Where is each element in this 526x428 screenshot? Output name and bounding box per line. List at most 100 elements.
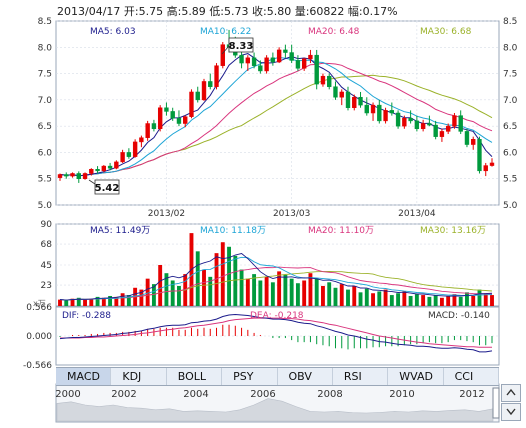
candle-body — [157, 107, 163, 130]
candle-body — [489, 162, 495, 166]
price-y-tick-left: 6.0 — [38, 148, 53, 158]
candle-body — [408, 118, 413, 122]
ma5-line — [59, 53, 493, 177]
macd-y-tick: 0.000 — [26, 332, 52, 342]
volume-bar — [89, 298, 94, 306]
candle-body — [208, 81, 213, 87]
candle-body — [377, 104, 382, 122]
candle-body — [195, 91, 200, 101]
candle-body — [308, 54, 313, 60]
tab-rsi[interactable]: RSI — [333, 368, 389, 385]
candle-body — [339, 91, 344, 98]
volume-bar — [377, 291, 382, 306]
timeline-year-label: 2012 — [459, 389, 484, 400]
volume-bar — [139, 289, 144, 306]
volume-bar — [364, 288, 369, 306]
volume-bar — [58, 299, 62, 306]
candle-body — [170, 111, 175, 119]
volume-bar — [126, 295, 131, 306]
dif-label: DIF: -0.288 — [62, 311, 111, 321]
tab-kdj[interactable]: KDJ — [111, 368, 167, 385]
price-y-tick-left: 7.0 — [38, 96, 53, 106]
candle-body — [245, 57, 251, 64]
candle-body — [471, 139, 476, 145]
price-x-axis: 2013/02 2013/03 2013/04 — [148, 209, 436, 219]
candle-body — [364, 104, 369, 114]
tab-obv[interactable]: OBV — [278, 368, 333, 385]
candlesticks — [57, 29, 495, 183]
candle-body — [114, 161, 119, 169]
tab-psy[interactable]: PSY — [222, 368, 278, 385]
volume-bar — [308, 273, 313, 306]
volume-bar — [101, 297, 106, 306]
volume-bar — [233, 255, 238, 306]
quote-date: 2013/04/17 — [57, 5, 121, 18]
volume-moving-averages — [59, 253, 493, 301]
price-y-axis-left: 8.5 8.0 7.5 7.0 6.5 6.0 5.5 5.0 — [38, 17, 53, 211]
candle-body — [320, 75, 326, 85]
price-x-label: 2013/02 — [148, 209, 185, 219]
candle-body — [120, 152, 125, 163]
candle-body — [139, 137, 144, 143]
volume-bar — [108, 295, 113, 306]
indicator-tabs: MACD KDJ BOLL PSY OBV RSI WVAD CCI — [56, 367, 499, 386]
scroll-down-button[interactable] — [501, 403, 521, 421]
candle-body — [445, 125, 451, 132]
price-y-tick-left: 8.5 — [38, 17, 52, 27]
price-y-axis-right: 8.5 8.0 7.5 7.0 6.5 6.0 5.5 5.0 — [503, 17, 518, 211]
price-y-tick-right: 8.5 — [503, 17, 517, 27]
quote-change: 幅:0.17% — [347, 5, 398, 18]
candle-body — [258, 65, 263, 72]
price-ma-legend-item: MA5: 6.03 — [90, 27, 136, 37]
tab-boll[interactable]: BOLL — [167, 368, 223, 385]
volume-bar — [427, 296, 432, 306]
price-y-tick-right: 5.0 — [503, 201, 518, 211]
tab-wvad[interactable]: WVAD — [388, 368, 444, 385]
tab-macd[interactable]: MACD — [56, 368, 112, 385]
candle-body — [57, 174, 63, 178]
candle-body — [402, 118, 407, 127]
volume-bar — [352, 285, 357, 306]
price-gridlines — [56, 20, 499, 365]
low-marker-label: 5.42 — [95, 183, 120, 194]
candle-body — [276, 49, 282, 63]
chevron-down-icon — [506, 408, 516, 416]
dea-label: DEA: -0.218 — [250, 311, 304, 321]
volume-y-tick: 23 — [41, 281, 52, 291]
candle-body — [283, 49, 288, 53]
volume-bar — [321, 285, 325, 306]
candle-body — [145, 123, 150, 138]
timeline-year-label: 2010 — [389, 389, 414, 400]
candle-body — [201, 81, 207, 101]
volume-bar — [151, 284, 156, 306]
volume-bar — [471, 295, 476, 306]
quote-header: 2013/04/17 开:5.75 高:5.89 低:5.73 收:5.80 量… — [57, 3, 398, 19]
volume-unit: x万 — [33, 299, 46, 308]
volume-bars — [58, 233, 494, 306]
volume-bar — [277, 271, 282, 306]
timeline-navigator[interactable]: 2000 2002 2004 2006 2008 2010 2012 — [55, 383, 500, 423]
candle-body — [395, 112, 401, 127]
tab-cci[interactable]: CCI — [444, 368, 499, 385]
volume-ma5-line — [59, 253, 493, 301]
candle-body — [289, 52, 294, 61]
high-marker-label: 8.33 — [229, 41, 254, 52]
quote-open: 开:5.75 — [123, 5, 164, 18]
volume-bar — [283, 275, 288, 306]
timeline-selection-handle[interactable] — [492, 387, 500, 419]
timeline-year-labels: 2000 2002 2004 2006 2008 2010 2012 — [55, 389, 484, 400]
volume-bar — [202, 269, 206, 306]
scroll-up-button[interactable] — [501, 384, 521, 402]
volume-bar — [64, 300, 69, 306]
volume-ma20-line — [59, 266, 493, 301]
volume-bar — [95, 296, 100, 306]
timeline-history-area — [56, 398, 494, 422]
volume-bar — [439, 297, 444, 306]
volume-bar — [295, 283, 300, 306]
volume-bar — [314, 278, 319, 306]
volume-bar — [264, 276, 269, 306]
volume-ma-legend-item: MA5: 11.49万 — [90, 226, 150, 236]
candle-body — [452, 115, 457, 127]
volume-bar — [170, 280, 175, 306]
